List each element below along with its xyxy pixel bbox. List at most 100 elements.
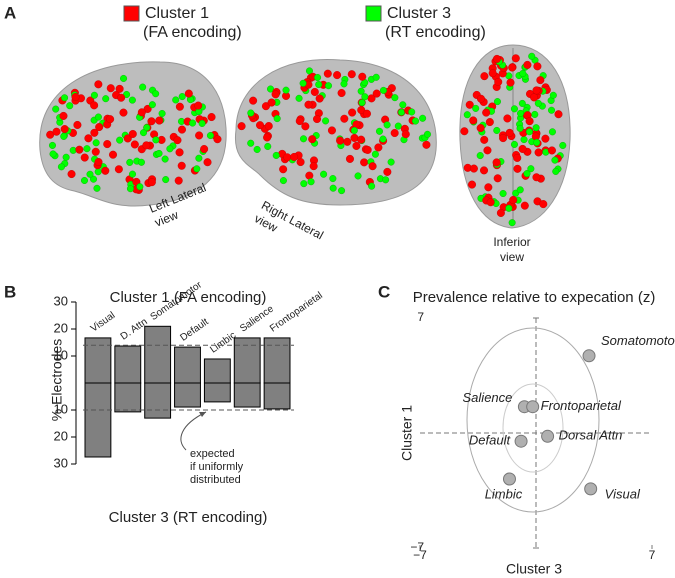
arrow-head: [199, 412, 206, 417]
electrode: [59, 111, 68, 120]
electrode: [423, 130, 431, 138]
bar: [84, 337, 112, 384]
electrode: [517, 109, 525, 117]
electrode: [391, 94, 399, 102]
electrode: [73, 120, 82, 129]
electrode: [152, 136, 160, 144]
electrode: [499, 190, 507, 198]
electrode: [503, 114, 512, 123]
electrode: [193, 165, 201, 173]
electrode: [102, 95, 110, 103]
electrode: [357, 106, 366, 115]
electrode: [469, 116, 478, 125]
electrode: [523, 170, 531, 178]
electrode: [394, 122, 402, 130]
electrode: [101, 166, 110, 175]
electrode: [360, 158, 369, 167]
electrode: [397, 108, 405, 116]
electrode: [299, 79, 307, 87]
electrode: [532, 124, 540, 132]
electrode: [468, 180, 477, 189]
electrode: [401, 130, 410, 139]
electrode: [322, 117, 330, 125]
electrode: [247, 109, 255, 117]
electrode: [539, 200, 548, 209]
electrode: [126, 158, 134, 166]
electrode: [548, 128, 556, 136]
electrode: [90, 128, 99, 137]
electrode: [371, 150, 379, 158]
electrode: [207, 113, 216, 122]
electrode: [84, 134, 93, 143]
electrode: [91, 147, 100, 156]
electrode: [519, 69, 527, 77]
electrode: [90, 101, 99, 110]
annotation-arrow: [180, 411, 207, 451]
electrode: [57, 163, 65, 171]
electrode: [94, 113, 102, 121]
point-label: Default: [469, 433, 512, 448]
electrode: [525, 117, 534, 126]
electrode: [177, 125, 186, 134]
electrode: [476, 124, 485, 133]
electrode: [166, 145, 174, 153]
point: [526, 400, 540, 414]
electrode: [508, 63, 517, 72]
electrode: [387, 158, 395, 166]
electrode: [531, 110, 539, 118]
electrode: [482, 108, 491, 117]
electrode: [338, 187, 346, 195]
electrode: [300, 135, 308, 143]
electrode: [552, 167, 560, 175]
electrode: [493, 174, 502, 183]
electrode: [493, 98, 501, 106]
electrode: [520, 136, 528, 144]
electrode: [83, 145, 91, 153]
bar: [203, 358, 231, 384]
electrode: [480, 72, 489, 81]
electrode: [94, 80, 103, 89]
y-tick-label: 10: [54, 401, 68, 416]
electrode: [368, 162, 377, 171]
point-label: Limbic: [485, 486, 523, 501]
electrode: [469, 164, 478, 173]
electrode: [94, 168, 102, 176]
bar: [263, 382, 291, 410]
electrode: [139, 83, 147, 91]
electrode: [305, 171, 314, 180]
electrode: [357, 87, 365, 95]
electrode: [551, 156, 559, 164]
electrode: [175, 102, 184, 111]
y-tick-label: −7: [410, 540, 424, 554]
electrode: [263, 133, 272, 142]
outline: [466, 327, 600, 513]
electrode: [195, 131, 204, 140]
electrode: [315, 81, 323, 89]
view-label: view: [500, 250, 524, 264]
electrode: [119, 108, 128, 117]
electrode: [307, 178, 315, 186]
chart-title: Cluster 1 (FA encoding): [110, 289, 267, 306]
x-tick-label: −7: [413, 548, 427, 562]
electrode: [90, 91, 98, 99]
electrode: [249, 96, 258, 105]
electrode: [532, 86, 541, 95]
point-label: Salience: [463, 390, 513, 405]
electrode: [140, 129, 148, 137]
electrode: [195, 154, 203, 162]
electrode: [130, 140, 139, 149]
electrode: [155, 149, 163, 157]
point-label: Dorsal Attn: [559, 428, 623, 443]
electrode: [48, 141, 56, 149]
electrode: [350, 133, 359, 142]
electrode: [253, 145, 261, 153]
electrode: [52, 127, 61, 136]
legend-label: Cluster 3: [387, 5, 451, 22]
electrode: [161, 155, 169, 163]
electrode: [533, 62, 542, 71]
electrode: [308, 135, 317, 144]
electrode: [62, 153, 70, 161]
electrode: [93, 184, 101, 192]
electrode: [313, 115, 322, 124]
